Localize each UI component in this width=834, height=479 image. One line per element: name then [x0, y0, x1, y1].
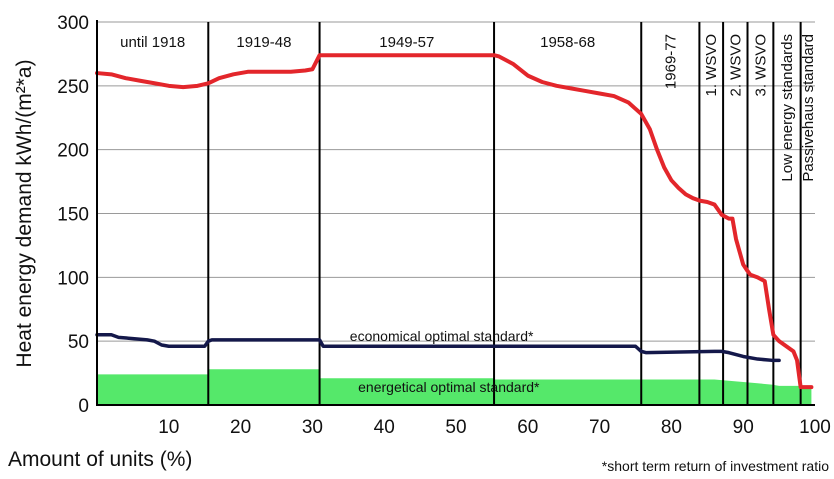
x-tick-label-40: 40 — [374, 417, 395, 438]
period-label-3: 1958-68 — [540, 34, 595, 51]
x-tick-label-20: 20 — [230, 417, 251, 438]
grid-lines — [97, 21, 815, 342]
y-tick-label-200: 200 — [57, 141, 89, 162]
energetical-area — [97, 369, 812, 405]
y-tick-label-150: 150 — [57, 205, 89, 226]
footnote: *short term return of investment ratio — [602, 458, 829, 474]
x-tick-label-60: 60 — [517, 417, 538, 438]
x-tick-label-90: 90 — [733, 417, 754, 438]
x-tick-label-70: 70 — [589, 417, 610, 438]
period-label-4: 1969-77 — [662, 34, 679, 89]
period-label-8: Low energy standards — [779, 34, 796, 182]
y-tick-label-0: 0 — [78, 396, 89, 417]
period-label-5: 1. WSVO — [703, 34, 720, 97]
y-tick-label-50: 50 — [68, 332, 89, 353]
labels: 0 50 100 150 200 250 300 10 20 30 40 50 60 70 80 90 100 H… — [8, 13, 831, 474]
period-label-0: until 1918 — [120, 34, 185, 51]
y-tick-label-250: 250 — [57, 77, 89, 98]
series-area-energetical-optimal-standard — [97, 369, 812, 405]
annotation-0: economical optimal standard* — [350, 328, 534, 344]
x-tick-label-10: 10 — [158, 417, 179, 438]
period-label-6: 2. WSVO — [727, 34, 744, 97]
series-lines — [95, 53, 814, 390]
period-label-2: 1949-57 — [379, 34, 434, 51]
y-tick-label-100: 100 — [57, 268, 89, 289]
x-tick-label-80: 80 — [661, 417, 682, 438]
period-label-1: 1919-48 — [236, 34, 291, 51]
period-label-9: Passivehaus standard — [800, 34, 817, 182]
axes — [96, 20, 815, 406]
annotation-1: energetical optimal standard* — [358, 379, 540, 395]
y-axis-title: Heat energy demand kWh/(m²*a) — [13, 59, 36, 367]
y-tick-label-300: 300 — [57, 13, 89, 34]
series-line-economical-optimal-standard — [95, 333, 781, 363]
x-axis-title: Amount of units (%) — [8, 448, 192, 471]
x-tick-label-50: 50 — [445, 417, 466, 438]
period-label-7: 3. WSVO — [752, 34, 769, 97]
series-line-heat-demand — [95, 53, 814, 390]
x-tick-label-30: 30 — [302, 417, 323, 438]
x-tick-label-100: 100 — [799, 417, 831, 438]
